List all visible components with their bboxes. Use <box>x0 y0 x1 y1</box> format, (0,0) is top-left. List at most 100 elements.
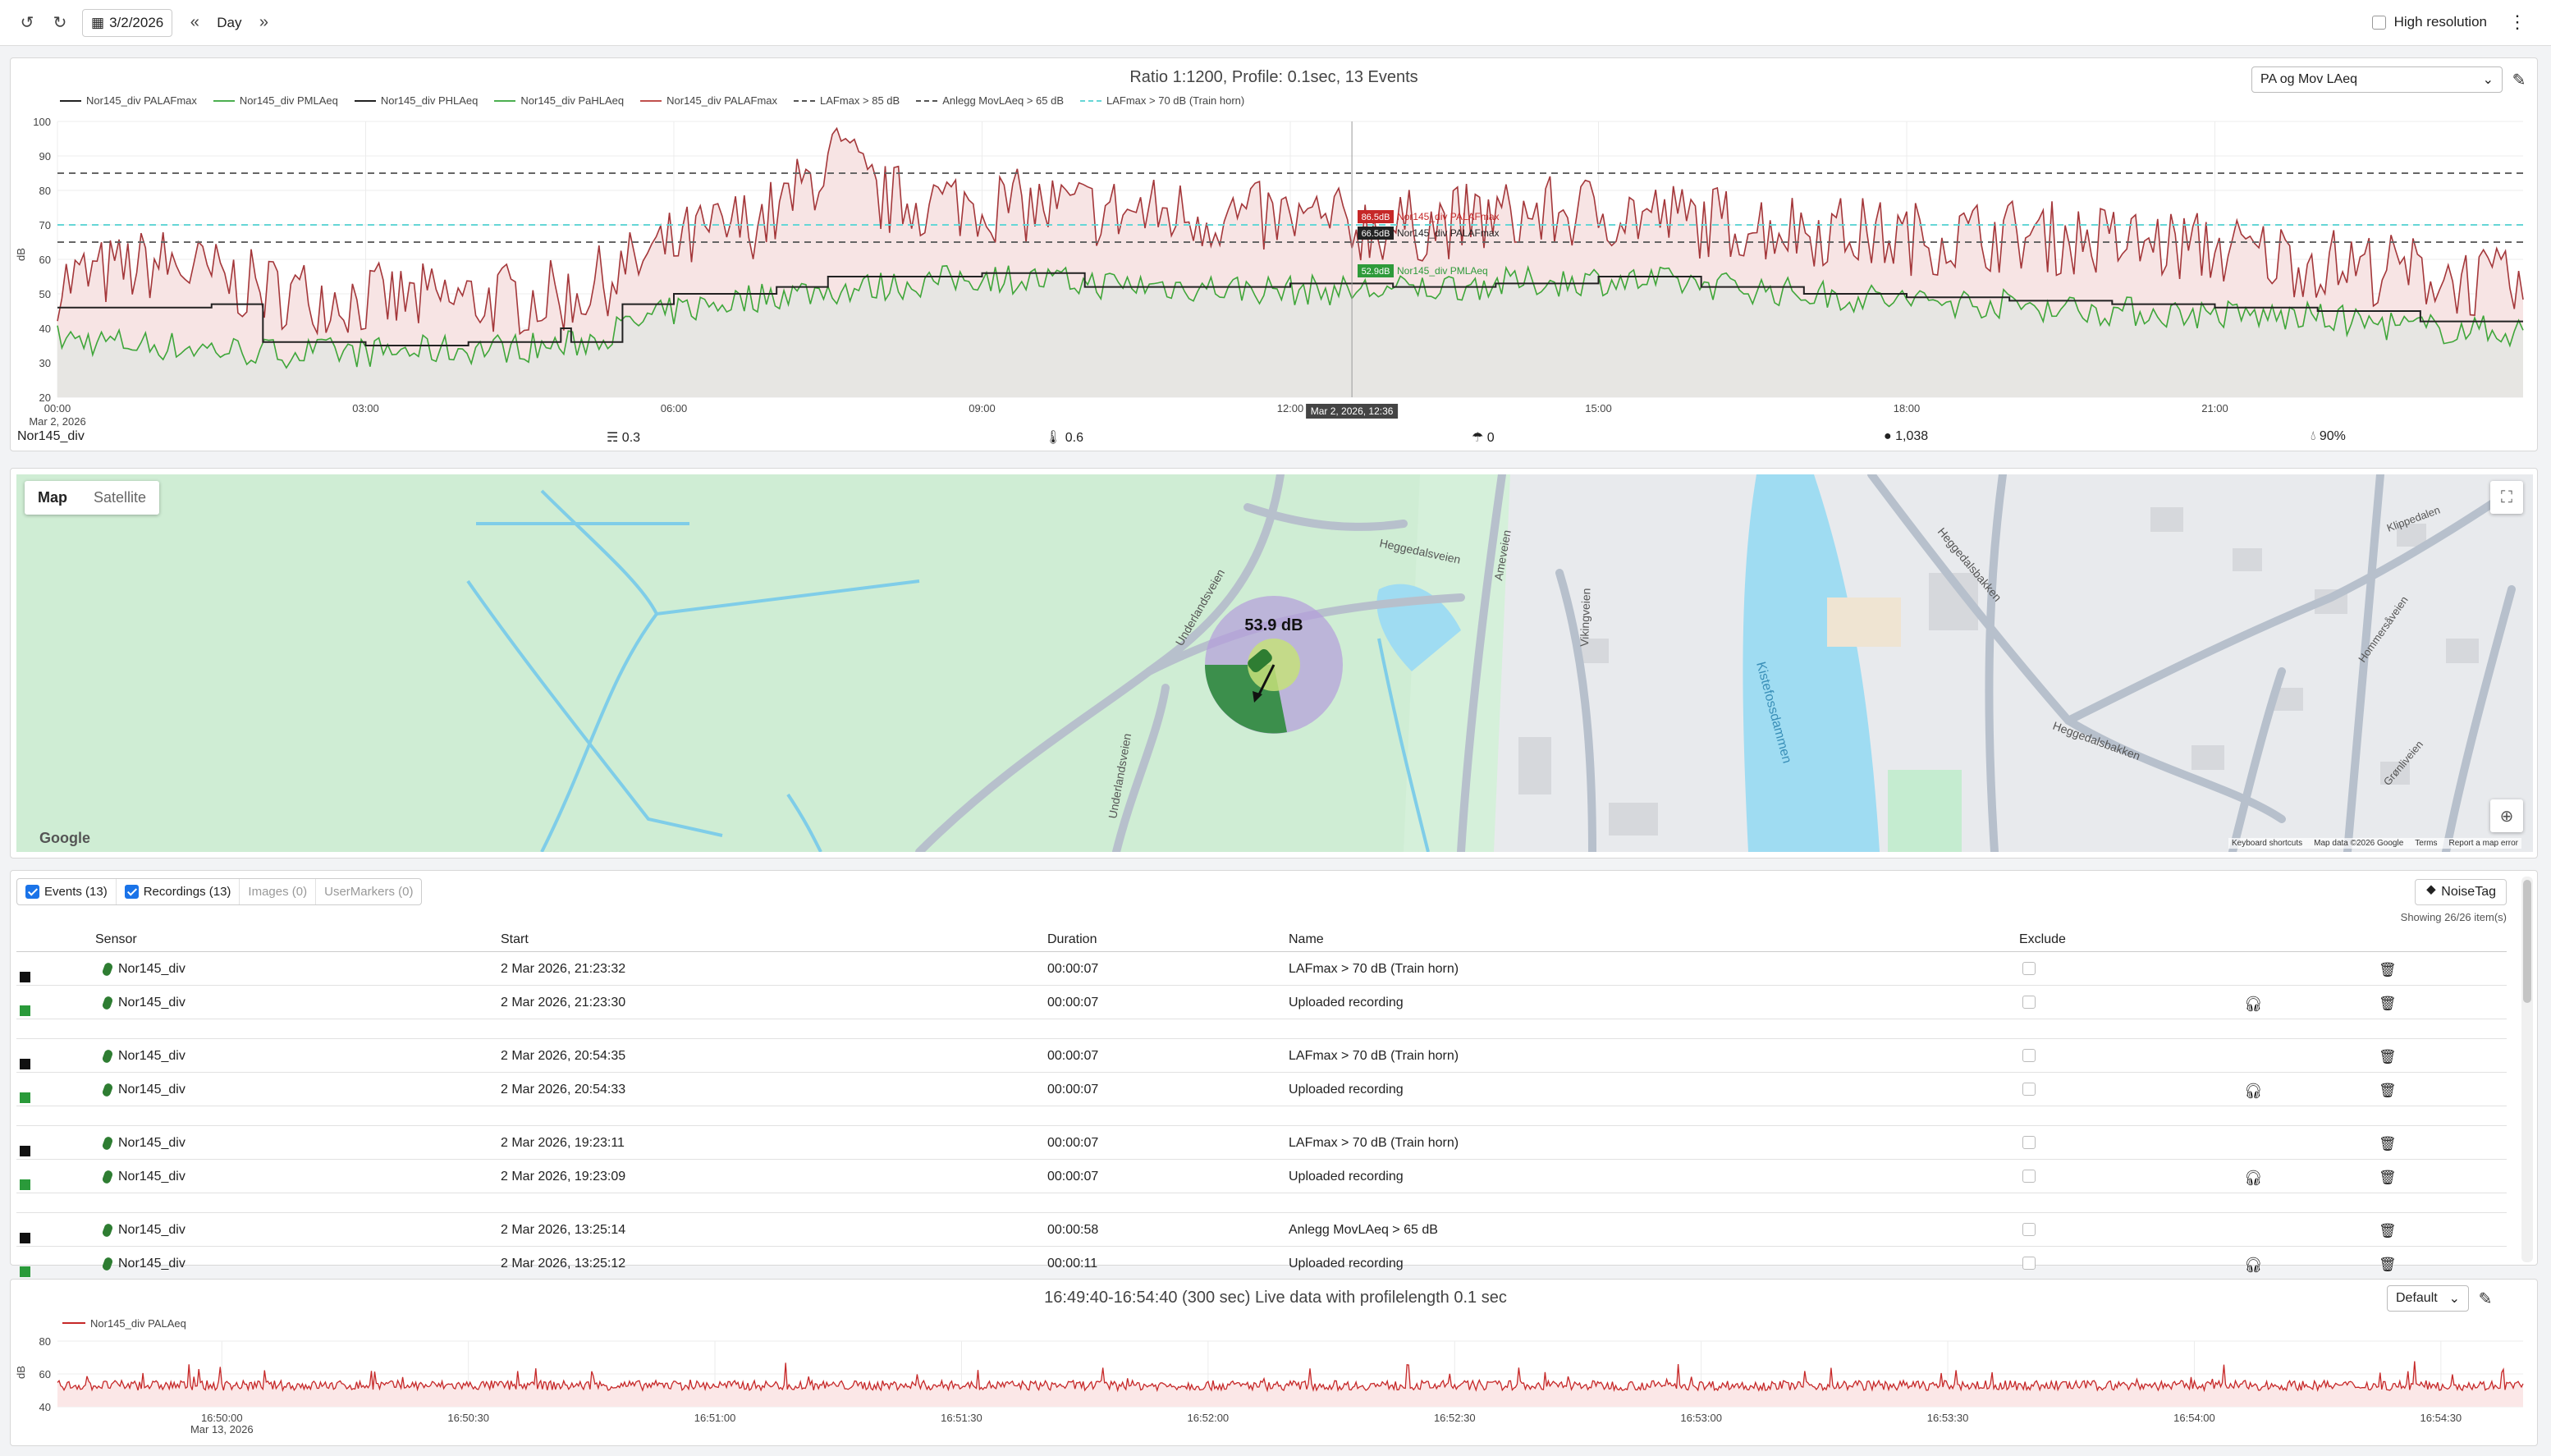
legend-swatch <box>354 99 376 102</box>
table-row[interactable]: Nor145_div 2 Mar 2026, 20:54:35 00:00:07 LA… <box>16 1039 2507 1073</box>
exclude-checkbox[interactable] <box>2022 1170 2036 1187</box>
exclude-checkbox[interactable] <box>2022 996 2036 1013</box>
header-start[interactable]: Start <box>501 932 529 946</box>
legend-item[interactable]: Nor145_div PALAFmax <box>60 94 197 107</box>
trash-icon[interactable]: 🗑︎ <box>2379 1170 2397 1185</box>
legend-item[interactable]: Nor145_div PMLAeq <box>213 94 338 107</box>
header-duration[interactable]: Duration <box>1047 932 1097 946</box>
more-menu-icon[interactable]: ⋮ <box>2508 11 2526 32</box>
recordings-checkbox[interactable] <box>124 885 139 899</box>
legend-item[interactable]: Nor145_div PaHLAeq <box>494 94 624 107</box>
x-tick-label: 16:50:30 <box>447 1412 489 1424</box>
live-chart-select[interactable]: Default ⌄ <box>2387 1285 2469 1312</box>
recenter-icon[interactable]: ⊕ <box>2490 799 2523 832</box>
report-error-link[interactable]: Report a map error <box>2448 839 2518 848</box>
trash-icon[interactable]: 🗑︎ <box>2379 1136 2397 1152</box>
header-exclude[interactable]: Exclude <box>2019 932 2066 946</box>
y-tick-label: 80 <box>39 185 51 197</box>
microphone-icon <box>101 1169 114 1184</box>
duration-cell: 00:00:07 <box>1047 1170 1099 1184</box>
trash-icon[interactable]: 🗑︎ <box>2379 996 2397 1011</box>
redo-icon[interactable]: ↻ <box>53 14 67 32</box>
edit-icon[interactable]: ✎ <box>2512 71 2526 89</box>
headphones-icon[interactable]: 🎧︎ <box>2244 996 2263 1012</box>
exclude-checkbox[interactable] <box>2022 1257 2036 1274</box>
series-line-palafmax <box>57 126 2524 336</box>
headphones-icon[interactable]: 🎧︎ <box>2244 1170 2263 1186</box>
exclude-checkbox[interactable] <box>2022 1049 2036 1066</box>
exclude-checkbox[interactable] <box>2022 1083 2036 1100</box>
table-row[interactable]: Nor145_div 2 Mar 2026, 20:54:33 00:00:07 Up… <box>16 1073 2507 1106</box>
legend-item[interactable]: LAFmax > 85 dB <box>794 94 900 107</box>
name-cell: Uploaded recording <box>1289 1257 1404 1271</box>
exclude-checkbox[interactable] <box>2022 1136 2036 1153</box>
event-icon <box>20 1059 30 1069</box>
legend-item[interactable]: LAFmax > 70 dB (Train horn) <box>1080 94 1244 107</box>
tab-map[interactable]: Map <box>38 489 67 506</box>
high-resolution-checkbox[interactable] <box>2371 15 2386 30</box>
trash-icon[interactable]: 🗑︎ <box>2379 1257 2397 1272</box>
undo-icon[interactable]: ↺ <box>20 14 34 32</box>
high-resolution-toggle[interactable]: High resolution ⋮ <box>2371 11 2526 33</box>
table-row[interactable]: Nor145_div 2 Mar 2026, 13:25:14 00:00:58 An… <box>16 1213 2507 1247</box>
trash-icon[interactable]: 🗑︎ <box>2379 1223 2397 1239</box>
tab-recordings[interactable]: Recordings (13) <box>117 879 240 904</box>
duration-cell: 00:00:11 <box>1047 1257 1098 1271</box>
tab-recordings-label: Recordings (13) <box>143 885 231 899</box>
table-row[interactable]: Nor145_div 2 Mar 2026, 21:23:32 00:00:07 LA… <box>16 952 2507 986</box>
table-row[interactable]: Nor145_div 2 Mar 2026, 13:25:12 00:00:11 Up… <box>16 1247 2507 1280</box>
live-chart-plot[interactable]: Nor145_div PALAeq 40 60 80 16:50:00 16:50:30 1… <box>10 1305 2538 1445</box>
terms-link[interactable]: Terms <box>2415 839 2438 848</box>
x-tick-label: 16:50:00 <box>201 1412 243 1424</box>
microphone-icon <box>101 1048 114 1064</box>
trash-icon[interactable]: 🗑︎ <box>2379 1083 2397 1098</box>
x-tick-label: 09:00 <box>969 402 996 414</box>
noisetag-button[interactable]: ⯁ NoiseTag <box>2415 879 2507 905</box>
microphone-icon <box>101 1082 114 1097</box>
tab-user-markers[interactable]: UserMarkers (0) <box>316 879 421 904</box>
event-icon <box>20 972 30 982</box>
headphones-icon[interactable]: 🎧︎ <box>2244 1083 2263 1099</box>
chevron-down-icon: ⌄ <box>2482 73 2494 87</box>
keyboard-shortcuts-link[interactable]: Keyboard shortcuts <box>2231 839 2303 848</box>
legend-item[interactable]: Nor145_div PHLAeq <box>354 94 478 107</box>
legend-item[interactable]: Nor145_div PALAFmax <box>640 94 777 107</box>
noise-level-marker[interactable]: 53.9 dB <box>1205 596 1343 734</box>
header-sensor[interactable]: Sensor <box>95 932 137 946</box>
x-date-label: Mar 2, 2026 <box>29 415 85 427</box>
next-period-icon[interactable]: » <box>259 13 269 31</box>
cursor-time-label: Mar 2, 2026, 12:36 <box>1311 405 1394 417</box>
tab-satellite[interactable]: Satellite <box>94 489 147 506</box>
table-row[interactable]: Nor145_div 2 Mar 2026, 19:23:09 00:00:07 Up… <box>16 1160 2507 1193</box>
scrollbar-thumb[interactable] <box>2523 880 2531 1003</box>
name-cell: Uploaded recording <box>1289 1170 1404 1184</box>
fullscreen-icon[interactable]: ⛶ <box>2490 481 2523 514</box>
header-name[interactable]: Name <box>1289 932 1324 946</box>
trash-icon[interactable]: 🗑︎ <box>2379 1049 2397 1065</box>
headphones-icon[interactable]: 🎧︎ <box>2244 1257 2263 1273</box>
chart-profile-select[interactable]: PA og Mov LAeq ⌄ <box>2251 66 2503 93</box>
events-checkbox[interactable] <box>25 885 39 899</box>
calendar-icon: ▦ <box>91 14 105 30</box>
tab-images[interactable]: Images (0) <box>240 879 317 904</box>
period-label[interactable]: Day <box>217 14 242 30</box>
table-row[interactable]: Nor145_div 2 Mar 2026, 21:23:30 00:00:07 Up… <box>16 986 2507 1019</box>
exclude-checkbox[interactable] <box>2022 1223 2036 1240</box>
legend-item[interactable]: Anlegg MovLAeq > 65 dB <box>916 94 1064 107</box>
wind-stat: ☴ 0.3 <box>607 431 641 445</box>
legend-swatch <box>640 99 662 102</box>
table-spacer <box>16 1106 2507 1126</box>
map-canvas[interactable]: Heggedalsveien Underlandsveien Underland… <box>16 474 2533 852</box>
edit-icon[interactable]: ✎ <box>2478 1289 2493 1308</box>
previous-period-icon[interactable]: « <box>190 13 199 31</box>
date-picker-button[interactable]: ▦ 3/2/2026 <box>82 8 173 37</box>
exclude-checkbox[interactable] <box>2022 962 2036 979</box>
tab-events[interactable]: Events (13) <box>17 879 117 904</box>
toolbar: ↺ ↻ ▦ 3/2/2026 « Day » <box>0 0 2551 46</box>
events-scrollbar[interactable] <box>2521 877 2533 1262</box>
table-row[interactable]: Nor145_div 2 Mar 2026, 19:23:11 00:00:07 LA… <box>16 1126 2507 1160</box>
trash-icon[interactable]: 🗑︎ <box>2379 962 2397 978</box>
main-chart-plot[interactable]: 20 30 40 50 60 70 80 90 100 00:00 03:00 06:00 09:00 1… <box>10 57 2538 427</box>
noisetag-label: NoiseTag <box>2441 885 2496 899</box>
legend-label: Nor145_div PALAFmax <box>666 94 777 107</box>
